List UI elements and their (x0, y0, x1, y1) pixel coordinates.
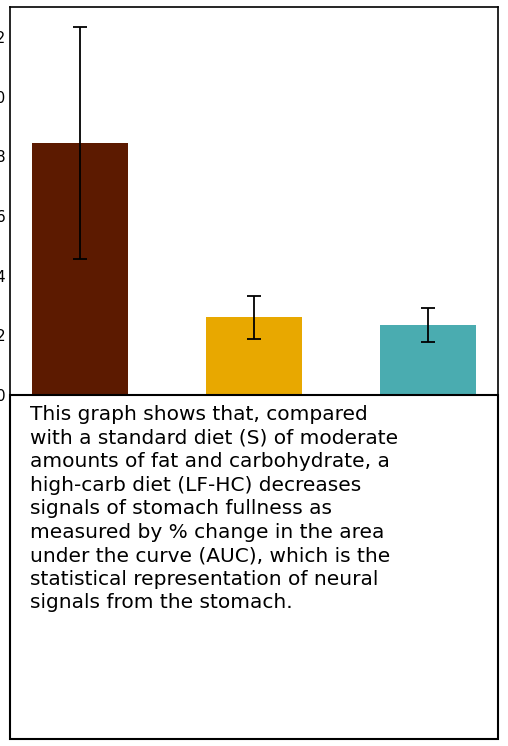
Bar (380, 325, 475, 395)
X-axis label: Diet: Diet (235, 420, 273, 439)
Bar (33, 143, 128, 395)
Bar (206, 318, 302, 395)
Text: This graph shows that, compared
with a standard diet (S) of moderate
amounts of : This graph shows that, compared with a s… (29, 405, 398, 612)
